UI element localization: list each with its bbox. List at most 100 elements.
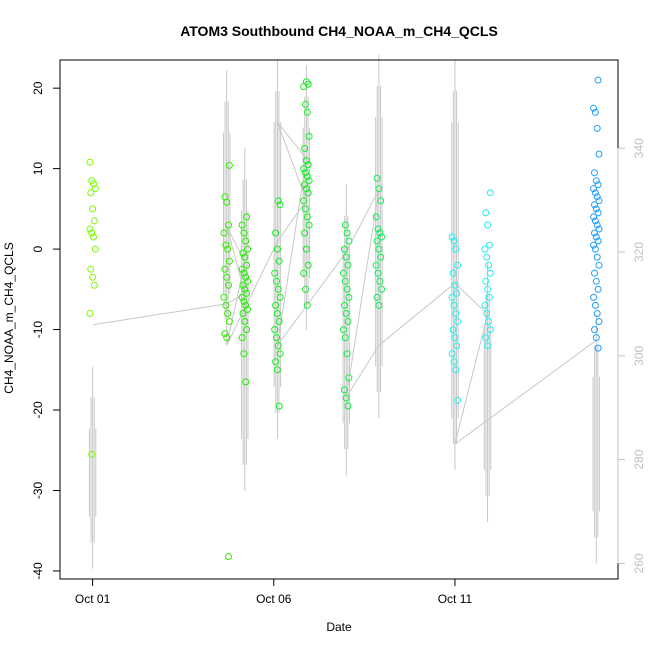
data-point: [239, 249, 247, 257]
data-point: [593, 253, 601, 261]
data-point: [594, 209, 602, 217]
data-point: [86, 225, 94, 233]
data-point: [374, 269, 382, 277]
data-point: [272, 229, 280, 237]
data-point: [372, 213, 380, 221]
data-point: [302, 100, 309, 108]
data-point: [305, 221, 313, 229]
data-point: [276, 293, 284, 301]
data-point: [238, 293, 246, 301]
data-point: [242, 273, 250, 281]
data-point: [454, 318, 462, 325]
data-point: [342, 394, 350, 402]
data-point: [273, 245, 281, 253]
data-point: [223, 273, 231, 281]
y-tick-label: 0: [31, 245, 45, 252]
right-y-axis: 260 280 300 320 340: [617, 138, 646, 573]
data-point: [301, 145, 309, 152]
y-tick-label: -20: [31, 401, 45, 419]
data-point: [275, 402, 283, 410]
data-point: [484, 285, 492, 293]
data-point: [342, 310, 350, 317]
data-point: [591, 245, 599, 253]
data-point: [275, 257, 283, 265]
right-tick-label: 280: [632, 449, 646, 469]
right-tick-label: 260: [632, 553, 646, 573]
data-point: [272, 358, 280, 366]
data-point: [91, 185, 99, 193]
data-point: [240, 269, 248, 277]
data-point: [300, 269, 308, 277]
data-point: [304, 261, 312, 269]
data-point: [274, 285, 282, 293]
y-tick-label: -30: [31, 482, 45, 500]
data-point: [304, 161, 312, 169]
data-point: [341, 221, 349, 229]
data-point: [222, 301, 230, 309]
data-point: [344, 402, 352, 410]
data-point: [592, 233, 600, 241]
data-point: [376, 229, 384, 237]
data-point: [591, 229, 598, 237]
data-point: [272, 301, 280, 309]
data-point: [454, 396, 462, 404]
data-point: [593, 193, 601, 201]
data-point: [590, 185, 598, 193]
data-point: [90, 217, 98, 225]
data-point: [305, 132, 313, 140]
data-point: [449, 326, 457, 334]
data-point: [454, 261, 462, 269]
data-point: [345, 237, 353, 245]
data-point: [375, 245, 383, 253]
chart-title: ATOM3 Southbound CH4_NOAA_m_CH4_QCLS: [180, 23, 498, 39]
data-point: [240, 229, 248, 237]
data-point: [241, 253, 249, 261]
data-point: [450, 237, 458, 245]
data-point: [243, 289, 251, 297]
right-tick-label: 320: [632, 242, 646, 262]
data-point: [374, 225, 382, 233]
data-point: [591, 301, 599, 309]
data-point: [486, 269, 494, 277]
data-point: [88, 450, 96, 458]
data-point: [243, 213, 251, 221]
plot-frame: [59, 59, 619, 580]
data-point: [244, 277, 251, 285]
data-point: [87, 265, 95, 273]
data-point: [238, 221, 246, 229]
data-point: [450, 301, 458, 309]
data-point: [244, 305, 251, 313]
data-point: [303, 301, 311, 309]
data-point: [345, 374, 353, 382]
data-point: [377, 197, 385, 205]
data-point: [240, 350, 248, 358]
data-point: [225, 221, 232, 229]
data-point: [485, 293, 493, 301]
data-point: [591, 201, 598, 209]
data-point: [483, 310, 491, 317]
data-point: [89, 205, 97, 213]
data-point: [448, 350, 456, 358]
data-point: [592, 334, 600, 342]
data-point: [373, 174, 381, 182]
right-tick-label: 340: [632, 138, 646, 158]
data-point: [341, 277, 349, 285]
data-point: [303, 213, 311, 221]
data-point: [340, 269, 347, 277]
data-point: [302, 285, 309, 293]
data-point: [484, 221, 492, 229]
data-point: [223, 198, 231, 206]
data-point: [302, 205, 309, 213]
data-point: [340, 326, 347, 334]
data-point: [595, 225, 603, 233]
data-point: [594, 76, 602, 84]
y-tick-label: 20: [31, 81, 45, 95]
data-point: [276, 201, 284, 209]
data-point: [303, 108, 311, 116]
data-point: [240, 297, 248, 305]
x-tick-label: Oct 01: [75, 592, 111, 606]
data-point: [224, 245, 232, 253]
data-point: [303, 173, 311, 181]
data-point: [484, 342, 492, 350]
data-point: [225, 257, 233, 265]
